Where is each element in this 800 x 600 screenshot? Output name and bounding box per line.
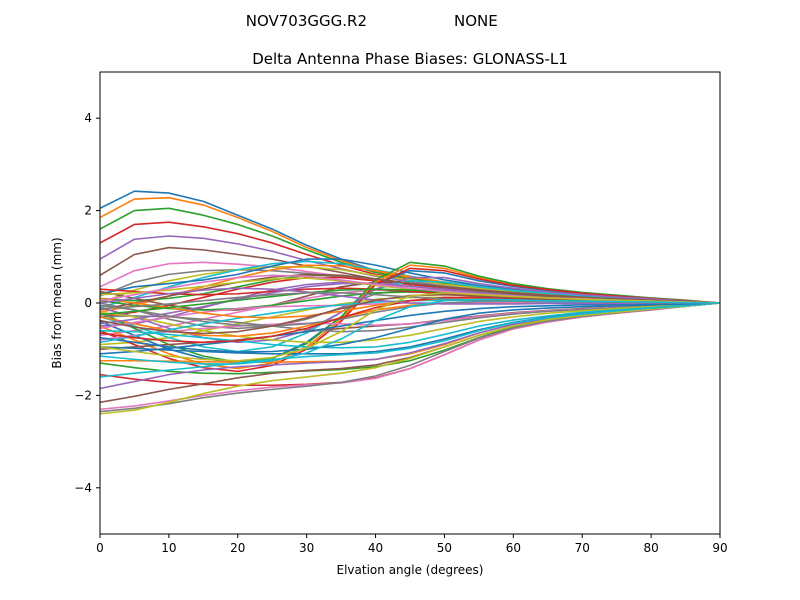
series-line-28: [100, 302, 720, 333]
series-line-40: [100, 302, 720, 378]
x-tick-label: 10: [161, 541, 176, 555]
x-tick-label: 70: [575, 541, 590, 555]
x-axis-label: Elvation angle (degrees): [337, 563, 484, 577]
x-tick-label: 60: [506, 541, 521, 555]
series-line-46: [100, 273, 720, 311]
x-tick-label: 0: [96, 541, 104, 555]
series-line-51: [100, 302, 720, 355]
series-line-24: [100, 267, 720, 373]
series-line-60: [100, 298, 720, 365]
y-tick-label: 2: [84, 204, 92, 218]
x-tick-label: 20: [230, 541, 245, 555]
x-tick-label: 30: [299, 541, 314, 555]
series-line-30: [100, 302, 720, 349]
y-tick-label: 0: [84, 296, 92, 310]
y-axis: −4 −2 0 2 4: [74, 111, 100, 495]
y-axis-label: Bias from mean (mm): [50, 237, 64, 368]
x-tick-label: 40: [368, 541, 383, 555]
series-layer: [100, 190, 720, 415]
series-line-41: [100, 302, 720, 353]
series-line-23: [100, 261, 720, 363]
series-line-55: [100, 287, 720, 305]
x-tick-label: 80: [643, 541, 658, 555]
series-line-29: [100, 302, 720, 344]
x-tick-label: 50: [437, 541, 452, 555]
y-tick-label: −4: [74, 481, 92, 495]
x-tick-label: 90: [712, 541, 727, 555]
series-line-39: [100, 302, 720, 415]
series-line-59: [100, 292, 720, 362]
suptitle-radome: NONE: [454, 12, 498, 30]
suptitle-filename: NOV703GGG.R2: [246, 12, 367, 30]
y-tick-label: −2: [74, 388, 92, 402]
y-tick-label: 4: [84, 111, 92, 125]
x-axis: 0 10 20 30 40 50 60 70 80 90: [96, 534, 728, 555]
chart-title: Delta Antenna Phase Biases: GLONASS-L1: [252, 50, 568, 68]
